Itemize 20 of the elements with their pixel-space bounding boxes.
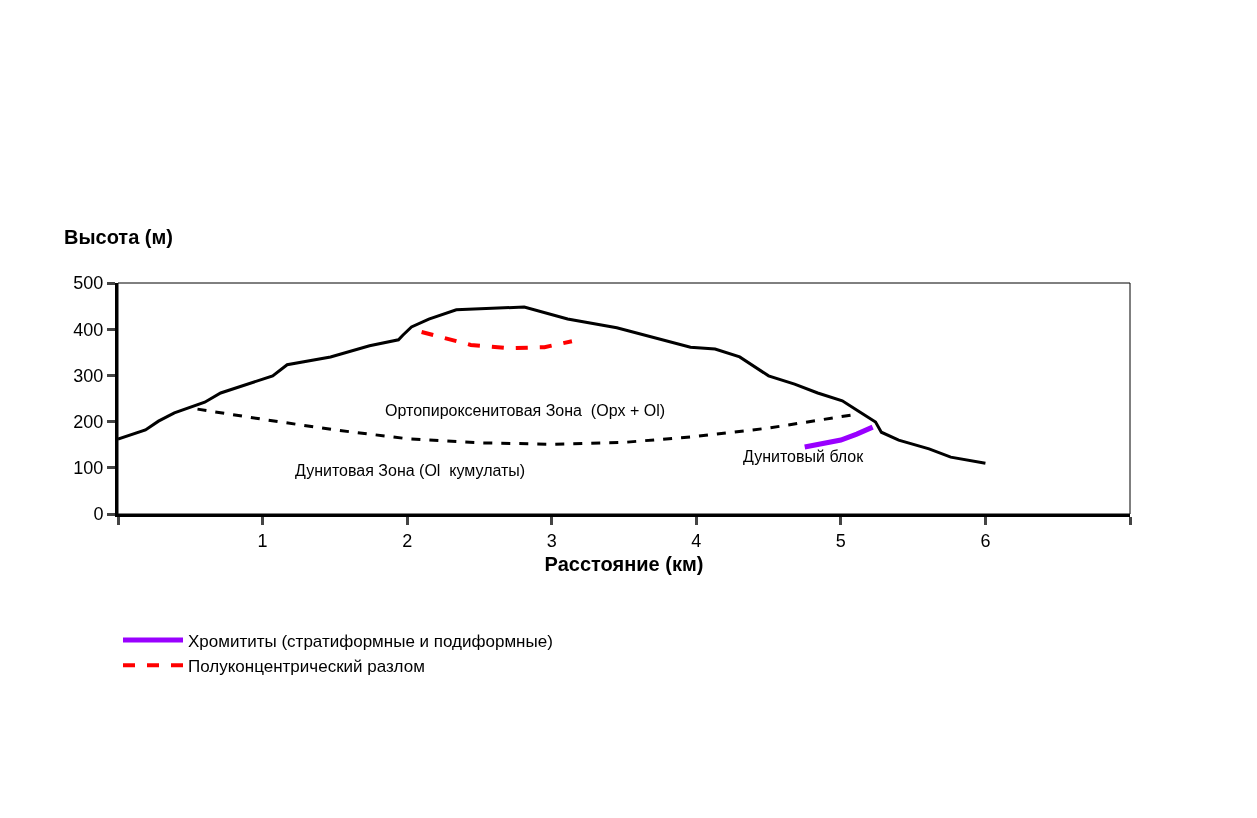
- y-tick-label: 400: [73, 319, 104, 340]
- y-tick-label: 300: [73, 365, 104, 386]
- y-axis-title: Высота (м): [64, 226, 173, 248]
- y-tick-label: 500: [73, 273, 104, 294]
- y-tick-label: 100: [73, 458, 104, 479]
- x-tick-label: 6: [980, 530, 991, 551]
- y-tick-label: 0: [93, 504, 104, 525]
- legend-label: Полуконцентрический разлом: [188, 656, 425, 676]
- legend-label: Хромититы (стратиформные и подиформные): [188, 631, 553, 651]
- y-tick-label: 200: [73, 411, 104, 432]
- x-tick-label: 5: [835, 530, 846, 551]
- line-series: [419, 329, 574, 351]
- annotation: Дунитовая Зона (Ol кумулаты): [295, 462, 526, 479]
- x-tick-label: 2: [402, 530, 413, 551]
- x-tick-label: 1: [257, 530, 268, 551]
- x-axis-title: Расстояние (км): [544, 553, 704, 576]
- x-tick-label: 4: [691, 530, 702, 551]
- annotation: Дунитовый блок: [743, 448, 865, 465]
- annotation: Ортопироксенитовая Зона (Opx + Ol): [385, 402, 666, 419]
- x-tick-label: 3: [546, 530, 557, 551]
